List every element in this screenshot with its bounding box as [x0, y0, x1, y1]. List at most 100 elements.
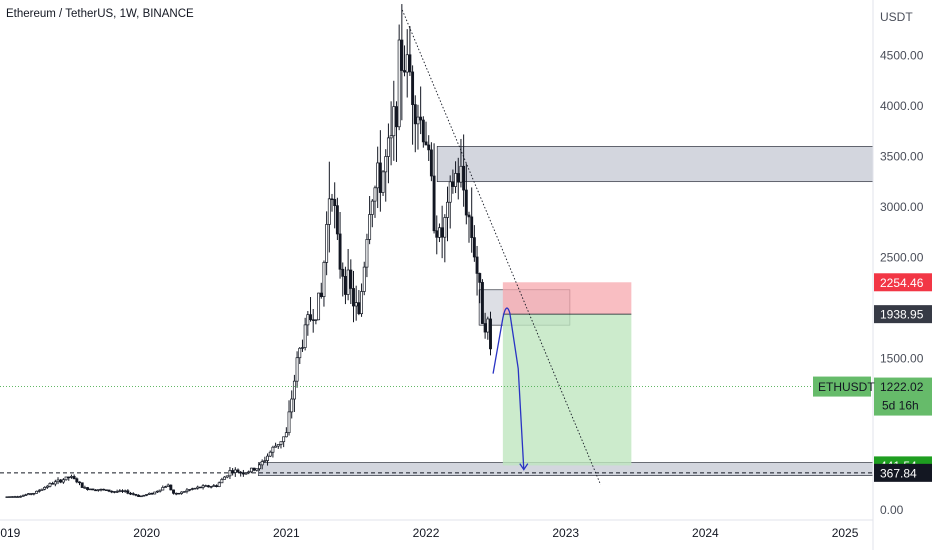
candle-body	[99, 488, 103, 491]
candle-body	[193, 487, 197, 490]
candle-body	[411, 71, 415, 105]
candle-body	[405, 54, 409, 73]
candle-body	[80, 482, 84, 488]
candle-body	[338, 233, 342, 270]
price-badge-label: 2254.46	[880, 276, 924, 290]
candle-body	[309, 314, 312, 321]
candle-body	[67, 476, 71, 479]
candle-body	[421, 119, 425, 143]
candle-body	[121, 490, 124, 492]
candle-body	[217, 482, 221, 487]
candle-body	[467, 214, 471, 218]
stop-loss-zone[interactable]	[502, 282, 632, 315]
price-badge	[874, 273, 932, 292]
candle-body	[368, 214, 372, 240]
candle-body	[91, 488, 95, 491]
candle-body	[172, 489, 175, 494]
candle-body	[233, 469, 237, 473]
position-tool[interactable]	[502, 282, 632, 466]
candle-body	[306, 314, 310, 326]
candle-body	[21, 495, 25, 497]
price-badge-label: 367.84	[880, 466, 917, 480]
candle-body	[228, 470, 232, 477]
candle-body	[314, 319, 318, 321]
candle-body	[360, 291, 364, 315]
candle-body	[416, 116, 420, 125]
candle-body	[94, 489, 98, 492]
candle-body	[378, 162, 382, 193]
candle-body	[188, 489, 192, 491]
x-tick-label: 2019	[0, 526, 21, 540]
candle-body	[45, 485, 49, 488]
candle-body	[276, 444, 280, 447]
x-tick-label: 2022	[413, 526, 440, 540]
candle-body	[59, 479, 63, 483]
candle-body	[349, 269, 353, 289]
candle-body	[78, 481, 81, 484]
candle-body	[464, 189, 468, 216]
y-tick-label: 1500.00	[880, 351, 924, 365]
y-tick-label: 4500.00	[880, 48, 924, 62]
candle-body	[112, 491, 116, 493]
candle-body	[110, 490, 114, 493]
candle-body	[462, 165, 466, 191]
candle-body	[37, 490, 41, 492]
candle-body	[446, 201, 449, 218]
candle-body	[258, 464, 261, 470]
candle-body	[354, 302, 358, 307]
candle-body	[204, 485, 208, 487]
candle-body	[96, 489, 100, 491]
candle-body	[225, 475, 229, 478]
candle-body	[389, 135, 393, 139]
x-tick-label: 2025	[832, 526, 859, 540]
candle-body	[292, 380, 296, 400]
candle-body	[301, 347, 304, 349]
candle-body	[346, 269, 350, 295]
candle-body	[220, 479, 224, 484]
candle-body	[352, 288, 355, 307]
candle-body	[241, 472, 245, 475]
candle-body	[370, 200, 374, 215]
y-tick-label: 3000.00	[880, 200, 924, 214]
candle-body	[432, 175, 436, 232]
y-tick-label: 3500.00	[880, 149, 924, 163]
candle-body	[451, 181, 455, 187]
candle-body	[139, 495, 143, 498]
candle-body	[438, 227, 441, 238]
candle-body	[161, 487, 165, 491]
candle-body	[475, 256, 479, 274]
time-axis[interactable]: 2019 2020 2021 2022 2023 2024 2025	[0, 519, 873, 540]
candle-body	[454, 173, 458, 187]
candle-body	[413, 104, 417, 125]
x-tick-label: 2020	[133, 526, 160, 540]
candle-body	[395, 106, 398, 128]
candle-body	[102, 488, 106, 491]
candle-body	[174, 492, 178, 495]
candle-body	[215, 485, 218, 487]
y-tick-label: 4000.00	[880, 99, 924, 113]
candle-body	[126, 490, 130, 494]
take-profit-zone[interactable]	[502, 314, 632, 466]
candle-body	[260, 461, 264, 466]
candle-body	[486, 318, 490, 333]
candle-body	[142, 494, 146, 497]
candle-body	[400, 39, 404, 71]
currency-label: USDT	[880, 10, 913, 24]
drawings-layer	[0, 9, 873, 485]
candle-body	[483, 323, 487, 333]
price-badge	[874, 305, 932, 324]
candle-body	[381, 171, 385, 193]
candle-body	[271, 446, 275, 453]
candle-body	[357, 302, 361, 315]
projection-curve	[492, 307, 525, 470]
candle-body	[8, 496, 12, 498]
candle-body	[32, 492, 36, 495]
candle-body	[274, 445, 278, 448]
candle-body	[27, 493, 30, 496]
x-tick-label: 2021	[273, 526, 300, 540]
candle-body	[279, 441, 283, 445]
candle-body	[147, 492, 151, 495]
candle-body	[373, 187, 377, 202]
candle-body	[70, 476, 73, 478]
